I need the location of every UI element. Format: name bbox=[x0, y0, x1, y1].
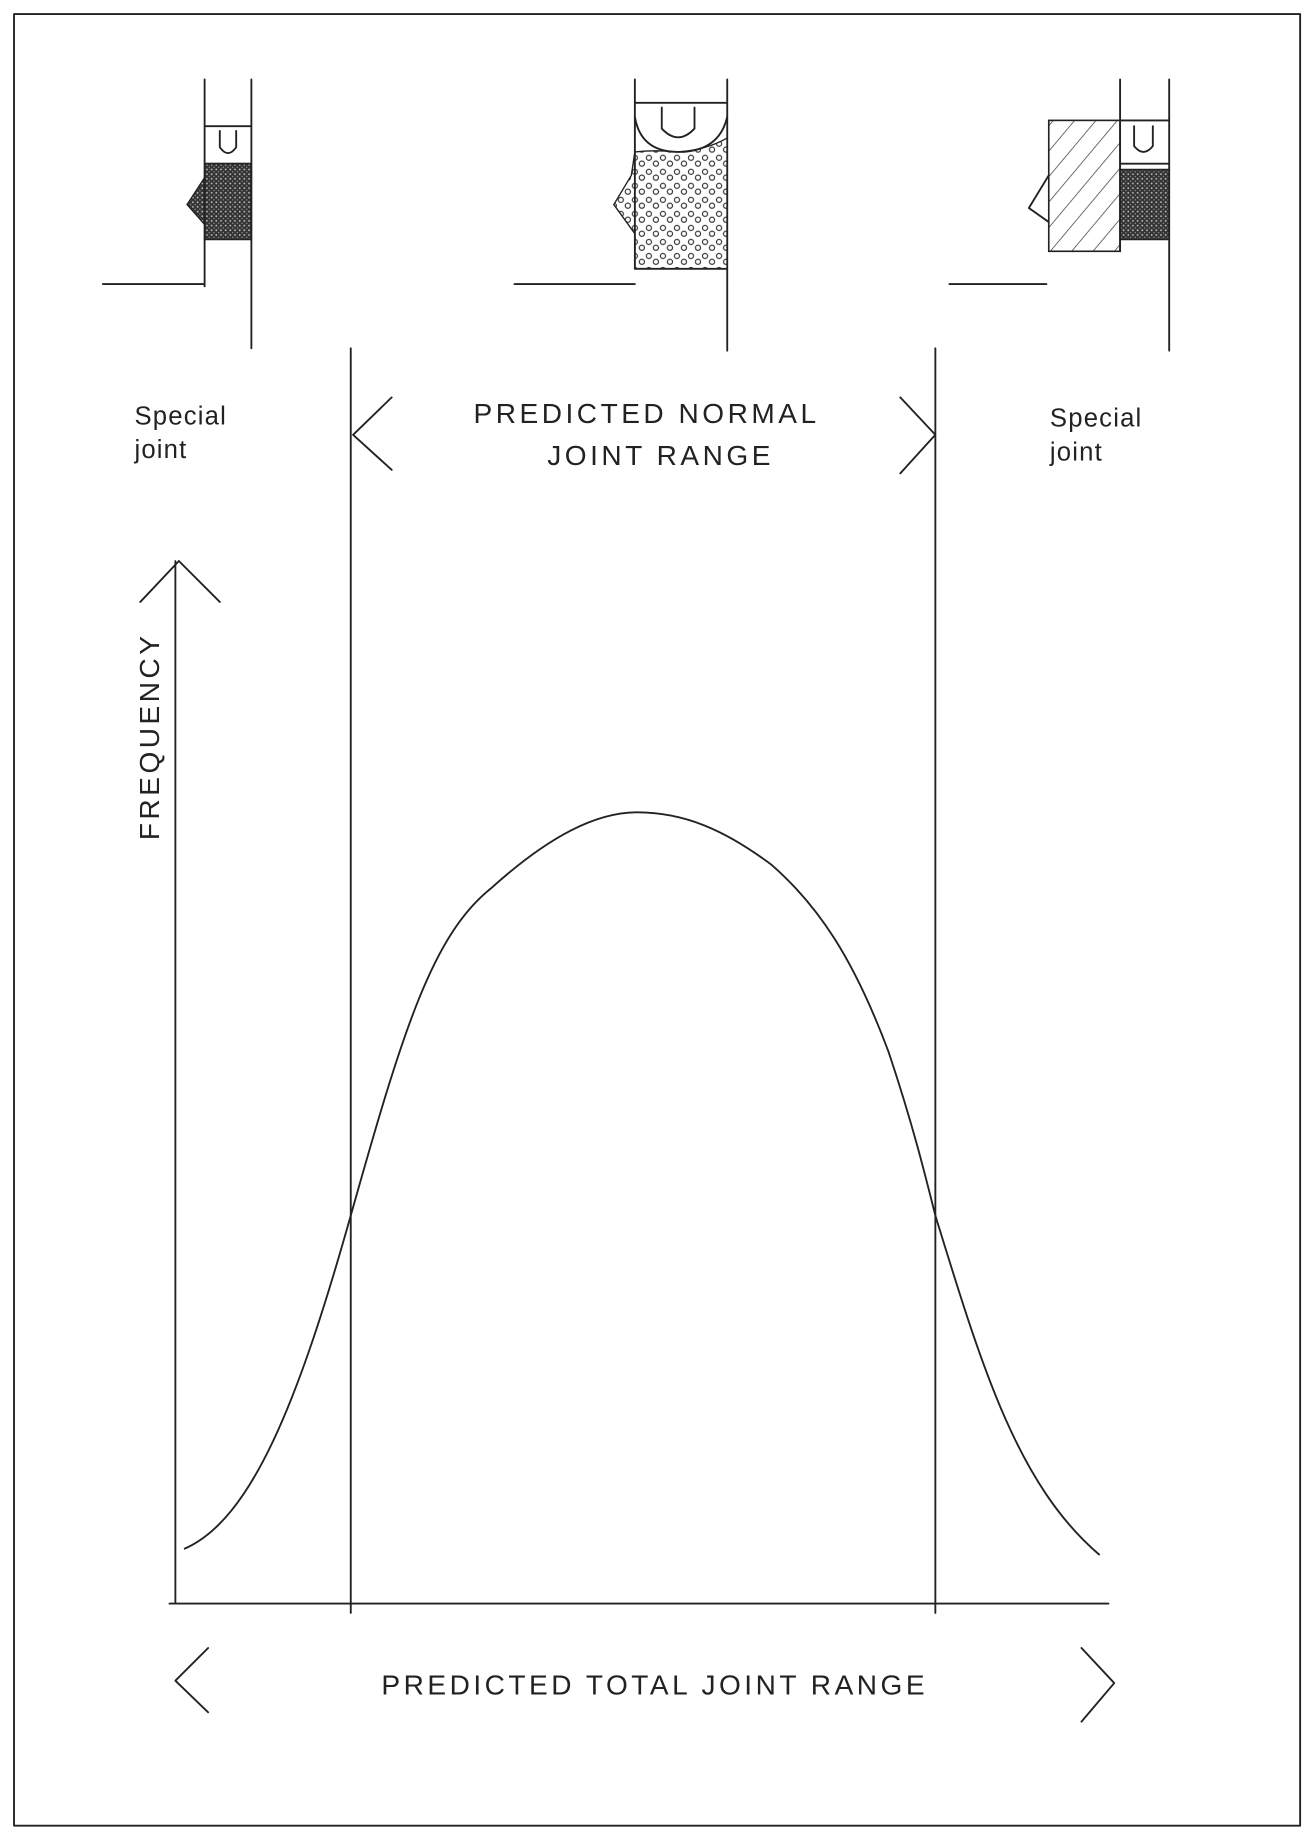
joint-detail-middle bbox=[514, 79, 727, 350]
axis-label: PREDICTED TOTAL JOINT RANGE bbox=[381, 1670, 928, 1701]
label: Special bbox=[134, 402, 227, 430]
label: JOINT RANGE bbox=[547, 440, 774, 471]
axis-label: FREQUENCY bbox=[134, 633, 165, 841]
joint-detail-left bbox=[103, 79, 251, 348]
label: joint bbox=[133, 436, 187, 464]
normal-range-lines bbox=[351, 348, 936, 1613]
diagram: Special joint Special joint PREDICTED NO… bbox=[0, 0, 1313, 1835]
label: joint bbox=[1049, 439, 1103, 467]
label: Special bbox=[1050, 405, 1143, 433]
border bbox=[14, 14, 1300, 1826]
frequency-curve bbox=[185, 812, 1099, 1554]
joint-detail-right bbox=[949, 79, 1169, 350]
label: PREDICTED NORMAL bbox=[474, 398, 820, 429]
